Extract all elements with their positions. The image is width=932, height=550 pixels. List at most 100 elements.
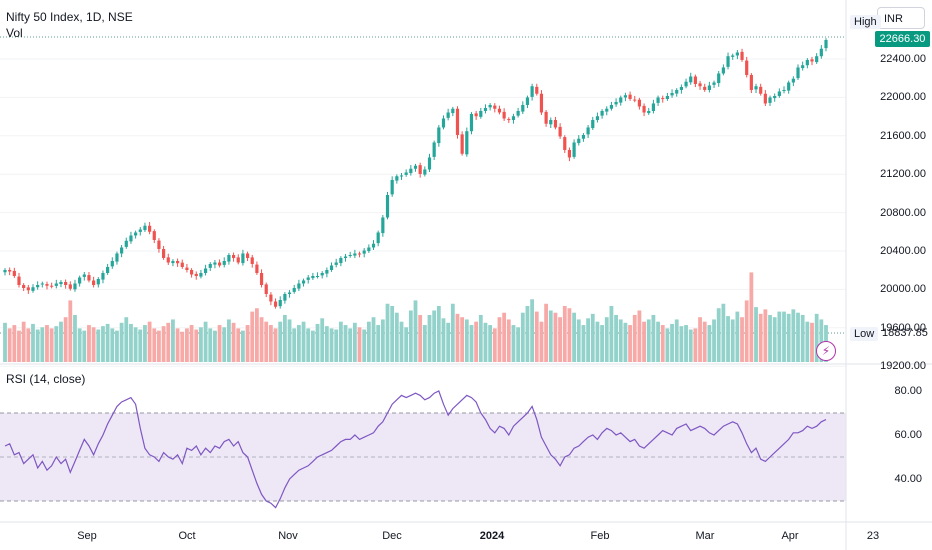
time-tick-label: Apr bbox=[781, 530, 799, 542]
volume-bar bbox=[348, 328, 353, 362]
candle-body bbox=[115, 253, 119, 262]
volume-bar bbox=[390, 306, 395, 362]
candle-body bbox=[553, 119, 558, 128]
volume-bar bbox=[231, 322, 236, 362]
candle-body bbox=[745, 60, 749, 75]
candle-body bbox=[73, 283, 77, 290]
time-tick-label: Oct bbox=[178, 530, 196, 542]
volume-bar bbox=[194, 329, 199, 362]
volume-bar bbox=[254, 308, 259, 362]
volume-bar bbox=[600, 325, 604, 362]
volume-bar bbox=[147, 321, 152, 362]
volume-bar bbox=[511, 325, 516, 362]
volume-bar bbox=[455, 313, 460, 362]
candle-body bbox=[651, 103, 656, 111]
candle-body bbox=[577, 138, 581, 144]
volume-bar bbox=[119, 322, 124, 362]
candle-body bbox=[175, 260, 180, 264]
candle-body bbox=[787, 82, 791, 91]
volume-bar bbox=[548, 310, 553, 362]
candle-body bbox=[679, 86, 683, 90]
volume-bar bbox=[637, 310, 642, 362]
candle-body bbox=[138, 229, 142, 232]
high-tag: High bbox=[850, 15, 881, 29]
candle-body bbox=[82, 274, 86, 277]
volume-bar bbox=[502, 312, 507, 362]
candle-body bbox=[609, 104, 614, 109]
candle-body bbox=[642, 105, 646, 113]
candle-body bbox=[819, 48, 823, 57]
candle-body bbox=[773, 95, 777, 99]
volume-bar bbox=[735, 311, 740, 362]
candle-body bbox=[815, 56, 819, 63]
candle-body bbox=[623, 95, 628, 98]
volume-bar bbox=[101, 326, 105, 362]
currency-selector[interactable]: INR bbox=[877, 7, 925, 29]
volume-bar bbox=[418, 314, 423, 362]
price-tick-label: 20800.00 bbox=[880, 206, 926, 219]
candle-body bbox=[92, 280, 96, 285]
volume-bar bbox=[800, 314, 805, 362]
volume-legend: Vol bbox=[6, 26, 23, 40]
candle-body bbox=[64, 281, 68, 285]
volume-bar bbox=[357, 327, 362, 362]
candle-body bbox=[17, 276, 21, 285]
volume-bar bbox=[110, 328, 115, 362]
chart-title: Nifty 50 Index, 1D, NSE bbox=[6, 10, 133, 24]
candle-body bbox=[754, 86, 758, 90]
candle-body bbox=[441, 118, 446, 128]
volume-bar bbox=[63, 317, 68, 362]
volume-bar bbox=[772, 317, 777, 362]
candle-body bbox=[404, 172, 408, 175]
candle-body bbox=[493, 105, 497, 109]
candle-body bbox=[502, 111, 506, 119]
volume-bar bbox=[399, 321, 404, 362]
volume-bar bbox=[334, 329, 339, 362]
volume-bar bbox=[819, 319, 824, 362]
volume-bar bbox=[105, 323, 110, 362]
candle-body bbox=[712, 82, 716, 85]
volume-bar bbox=[693, 328, 698, 362]
price-tick-label: 20400.00 bbox=[880, 245, 926, 257]
volume-bar bbox=[352, 322, 357, 362]
candle-body bbox=[525, 97, 530, 105]
volume-bar bbox=[35, 329, 40, 362]
candle-body bbox=[106, 266, 110, 273]
volume-bar bbox=[77, 328, 82, 362]
volume-bar bbox=[250, 311, 255, 362]
candle-body bbox=[12, 270, 16, 276]
candle-body bbox=[50, 285, 54, 287]
volume-bar bbox=[483, 322, 488, 362]
candle-body bbox=[721, 67, 725, 74]
candle-body bbox=[558, 126, 562, 137]
candle-body bbox=[507, 119, 511, 121]
volume-bar bbox=[525, 306, 530, 362]
volume-bar bbox=[474, 321, 479, 362]
volume-bar bbox=[157, 330, 161, 362]
candle-body bbox=[255, 264, 259, 273]
lightning-icon[interactable]: ⚡ bbox=[816, 341, 836, 361]
candle-body bbox=[633, 99, 637, 101]
volume-bar bbox=[782, 311, 786, 362]
price-tick-label: 22000.00 bbox=[880, 91, 926, 104]
volume-bar bbox=[343, 325, 348, 362]
volume-bar bbox=[371, 317, 376, 362]
candle-body bbox=[273, 301, 278, 307]
volume-bar bbox=[245, 325, 250, 362]
candle-body bbox=[120, 247, 124, 254]
candle-body bbox=[325, 269, 329, 274]
volume-bar bbox=[222, 327, 227, 362]
candle-body bbox=[199, 272, 203, 277]
candle-body bbox=[22, 284, 26, 288]
candle-body bbox=[301, 280, 306, 284]
volume-bar bbox=[441, 318, 446, 362]
candle-body bbox=[698, 83, 702, 87]
volume-bar bbox=[273, 328, 278, 362]
volume-bar bbox=[3, 322, 7, 362]
candle-body bbox=[31, 287, 35, 291]
volume-bar bbox=[175, 328, 180, 362]
volume-bar bbox=[241, 330, 245, 362]
candle-body bbox=[241, 253, 245, 264]
volume-bar bbox=[301, 321, 306, 362]
